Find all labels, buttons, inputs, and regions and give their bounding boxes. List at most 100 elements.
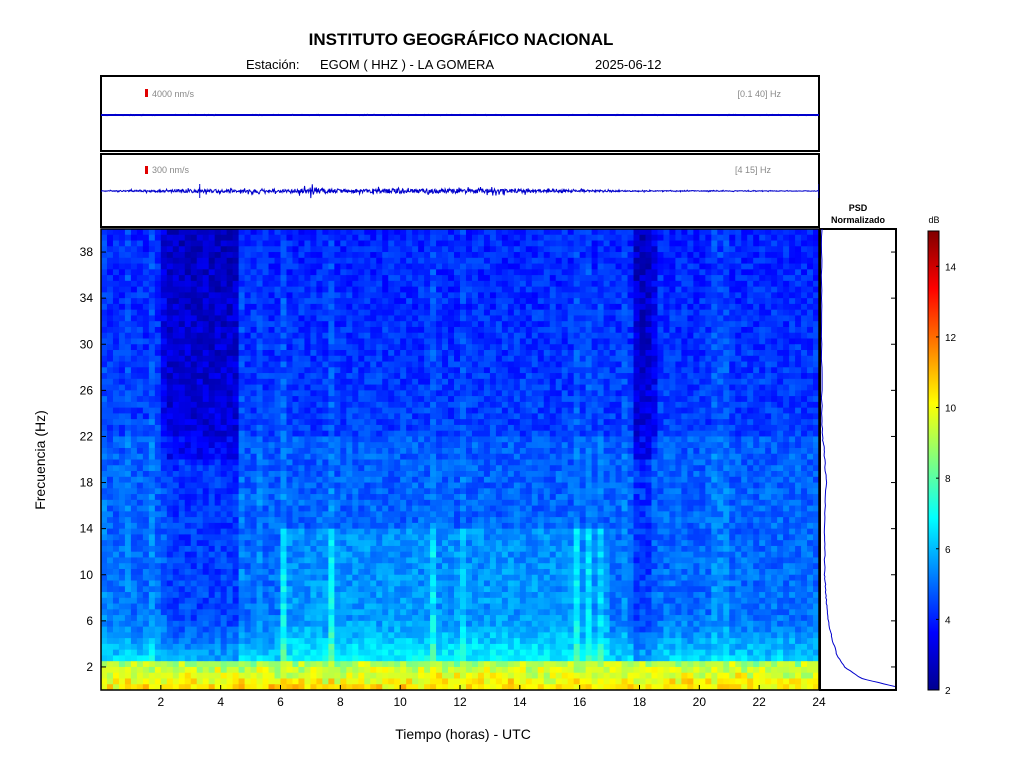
spectrogram-cell [316, 229, 323, 236]
spectrogram-cell [292, 309, 300, 317]
spectrogram-cell [208, 338, 216, 345]
spectrogram-cell [184, 407, 192, 414]
spectrogram-cell [549, 246, 557, 253]
spectrogram-cell [573, 269, 581, 276]
spectrogram-cell [765, 234, 772, 242]
spectrogram-cell [256, 465, 264, 472]
spectrogram-cell [507, 361, 515, 368]
spectrogram-cell [633, 424, 641, 432]
spectrogram-cell [448, 419, 455, 426]
spectrogram-cell [561, 407, 569, 414]
spectrogram-cell [579, 413, 587, 420]
spectrogram-cell [382, 303, 389, 311]
spectrogram-cell [130, 246, 138, 253]
spectrogram-cell [663, 315, 671, 322]
spectrogram-cell [220, 269, 228, 276]
spectrogram-cell [286, 373, 294, 380]
spectrogram-cell [609, 292, 617, 299]
spectrogram-cell [268, 344, 276, 351]
spectrogram-cell [334, 338, 341, 345]
spectrogram-cell [274, 378, 282, 386]
spectrogram-cell [639, 447, 647, 455]
spectrogram-cell [268, 280, 276, 288]
spectrogram-cell [579, 315, 587, 322]
spectrogram-cell [268, 246, 276, 253]
spectrogram-cell [591, 453, 599, 461]
spectrogram-cell [471, 447, 479, 455]
spectrogram-cell [274, 263, 282, 270]
spectrogram-cell [358, 430, 365, 438]
spectrogram-cell [681, 303, 688, 311]
spectrogram-cell [292, 246, 300, 253]
spectrogram-cell [543, 361, 551, 368]
spectrogram-cell [364, 246, 371, 253]
spectrogram-cell [633, 373, 641, 380]
spectrogram-cell [645, 338, 653, 345]
spectrogram-cell [436, 459, 443, 466]
spectrogram-cell [813, 280, 819, 288]
spectrogram-cell [364, 229, 371, 236]
spectrogram-cell [238, 240, 246, 247]
spectrogram-cell [591, 246, 599, 253]
spectrogram-cell [507, 229, 515, 236]
spectrogram-cell [759, 286, 766, 293]
spectrogram-cell [178, 442, 186, 449]
spectrogram-cell [184, 384, 192, 391]
spectrogram-cell [214, 332, 222, 340]
spectrogram-cell [531, 367, 539, 374]
spectrogram-cell [531, 424, 539, 432]
spectrogram-cell [519, 419, 527, 426]
spectrogram-cell [364, 326, 371, 334]
spectrogram-cell [430, 436, 437, 443]
spectrogram-cell [561, 344, 569, 351]
spectrogram-cell [765, 298, 772, 305]
spectrogram-cell [477, 396, 485, 403]
spectrogram-cell [322, 373, 329, 380]
spectrogram-cell [220, 350, 228, 357]
spectrogram-cell [507, 390, 515, 397]
spectrogram-cell [759, 309, 766, 317]
spectrogram-cell [771, 459, 778, 466]
spectrogram-cell [639, 361, 647, 368]
spectrogram-cell [705, 338, 712, 345]
spectrogram-cell [376, 229, 383, 236]
spectrogram-cell [166, 286, 174, 293]
spectrogram-cell [148, 407, 156, 414]
spectrogram-cell [442, 442, 449, 449]
spectrogram-cell [723, 378, 730, 386]
spectrogram-cell [178, 252, 186, 259]
spectrogram-cell [483, 269, 491, 276]
spectrogram-cell [657, 332, 665, 340]
spectrogram-cell [687, 373, 694, 380]
spectrogram-cell [430, 419, 437, 426]
spectrogram-cell [531, 298, 539, 305]
spectrogram-cell [789, 263, 796, 270]
spectrogram-cell [220, 298, 228, 305]
spectrogram-cell [807, 453, 814, 461]
spectrogram-cell [585, 280, 593, 288]
spectrogram-cell [346, 229, 353, 236]
spectrogram-cell [501, 338, 509, 345]
spectrogram-cell [465, 390, 473, 397]
spectrogram-cell [310, 344, 317, 351]
spectrogram-cell [118, 338, 126, 345]
spectrogram-cell [274, 384, 282, 391]
spectrogram-cell [208, 447, 216, 455]
spectrogram-cell [627, 298, 635, 305]
spectrogram-cell [537, 229, 545, 236]
spectrogram-cell [244, 263, 252, 270]
spectrogram-cell [729, 309, 736, 317]
spectrogram-cell [717, 442, 724, 449]
spectrogram-cell [735, 459, 742, 466]
spectrogram-cell [442, 315, 449, 322]
spectrogram-cell [106, 424, 114, 432]
spectrogram-cell [549, 269, 557, 276]
spectrogram-cell [106, 459, 114, 466]
spectrogram-cell [801, 361, 808, 368]
spectrogram-cell [609, 390, 617, 397]
spectrogram-cell [460, 378, 467, 386]
spectrogram-cell [244, 384, 252, 391]
scale-label: 300 nm/s [152, 165, 190, 175]
spectrogram-cell [334, 269, 341, 276]
spectrogram-cell [322, 280, 329, 288]
